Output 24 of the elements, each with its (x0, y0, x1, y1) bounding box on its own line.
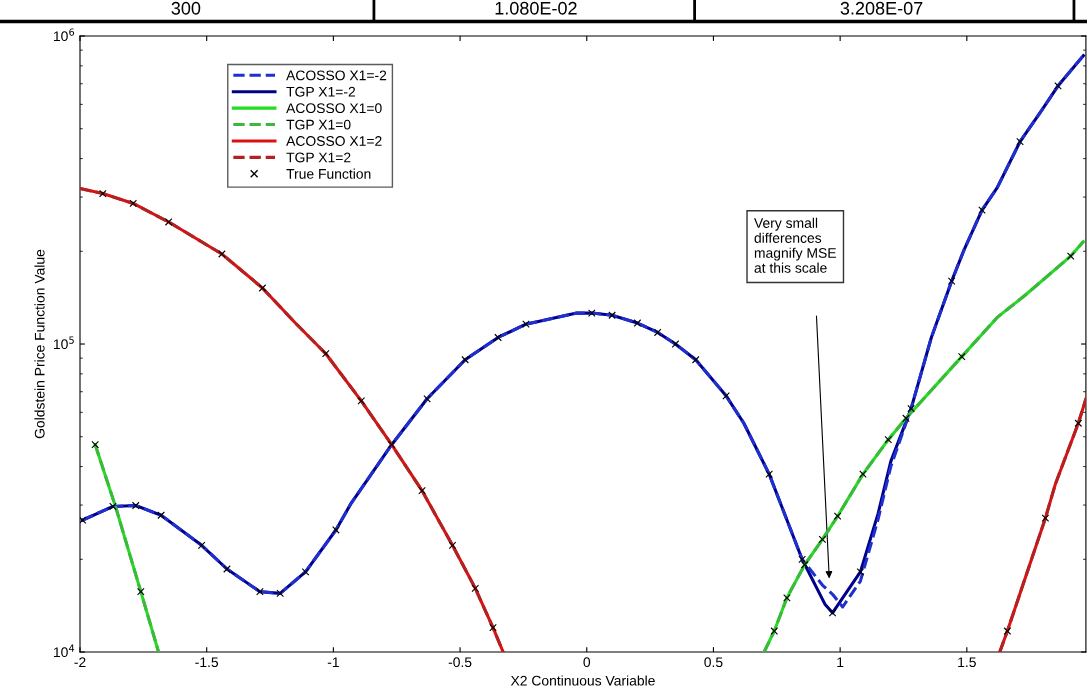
legend-label: True Function (286, 168, 371, 179)
annotation: Very small differences magnify MSE at this scale (754, 217, 836, 273)
legend-label: ACOSSO X1=2 (286, 136, 382, 146)
text: 3.208E-07 (840, 1, 923, 15)
y-tick-label: 10$^{4}$ (53, 644, 75, 658)
x-tick-label: 1 (837, 657, 844, 667)
y-tick-label: 10$^{5}$ (53, 336, 74, 350)
y-axis-title: Goldstein Price Function Value (34, 249, 45, 439)
x-tick-label: -2 (74, 657, 86, 667)
text: 1.080E-02 (495, 1, 577, 15)
x-tick-label: 0.5 (704, 657, 723, 668)
text: 300 (171, 1, 201, 15)
legend-label: ACOSSO X1=0 (286, 103, 382, 114)
x-tick-label: -0.5 (448, 657, 472, 668)
y-tick-label: 10$^{6}$ (53, 28, 75, 42)
x-tick-label: 0 (583, 657, 591, 668)
legend-label: ACOSSO X1=-2 (286, 70, 387, 81)
legend-label: TGP X1=2 (286, 152, 351, 163)
x-tick-label: -1.5 (195, 657, 219, 668)
x-axis-title: X2 Continuous Variable (510, 675, 655, 686)
legend-label: TGP X1=-2 (286, 86, 356, 97)
x-tick-label: -1 (327, 657, 339, 667)
legend-label: TGP X1=0 (286, 119, 351, 130)
x-tick-label: 1.5 (958, 657, 976, 668)
